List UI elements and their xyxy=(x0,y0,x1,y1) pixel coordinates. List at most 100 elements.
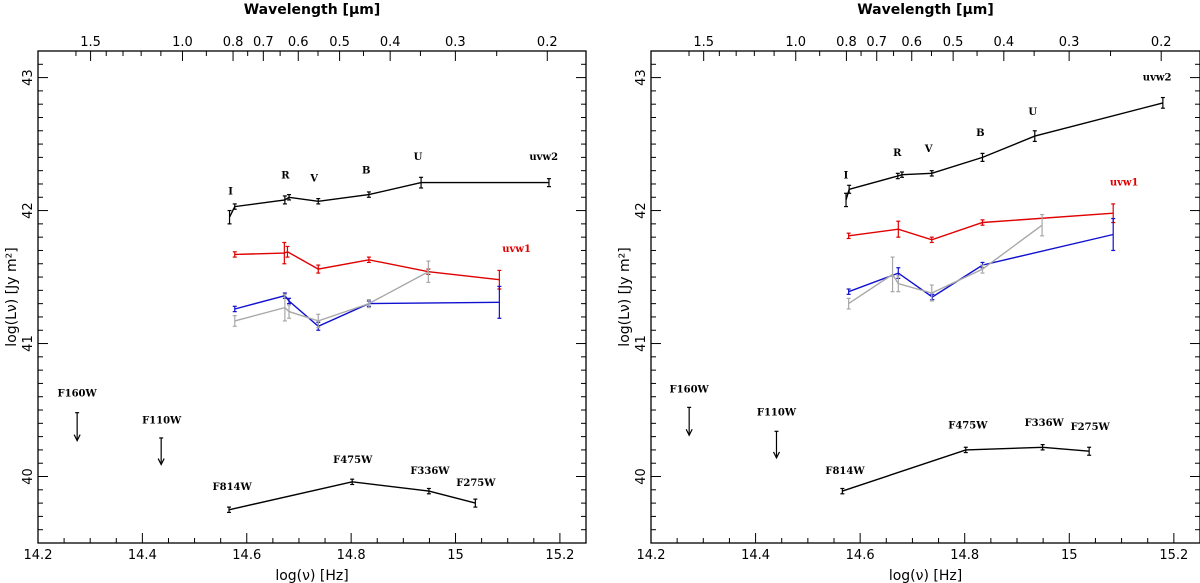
error-bar xyxy=(846,288,851,295)
upper-limit-arrow xyxy=(157,437,165,466)
band-label: V xyxy=(924,144,933,155)
top-tick-label: 0.6 xyxy=(901,35,922,50)
x-tick-label: 14.4 xyxy=(741,548,770,563)
band-label: I xyxy=(228,187,233,198)
top-tick-label: 0.7 xyxy=(866,35,887,50)
top-tick-label: 0.7 xyxy=(253,35,274,50)
x-tick-label: 14.2 xyxy=(24,548,53,563)
arrow-head xyxy=(157,458,165,466)
plot-frame xyxy=(37,50,587,544)
y-tick-label: 42 xyxy=(634,202,649,219)
top-tick-label: 1.0 xyxy=(785,35,806,50)
series-line xyxy=(845,102,1164,201)
band-label: F336W xyxy=(1025,418,1065,429)
series-line xyxy=(842,446,1090,492)
error-bar xyxy=(232,203,237,210)
error-bar xyxy=(846,232,851,240)
top-tick-label: 0.4 xyxy=(993,35,1014,50)
band-label: U xyxy=(414,152,423,163)
upper-limit-arrow xyxy=(685,406,693,437)
error-bar xyxy=(1040,444,1045,451)
top-tick-label: 1.5 xyxy=(80,35,101,50)
error-bar xyxy=(840,487,845,495)
series-line xyxy=(234,294,500,328)
y-axis-title: log(Lν) [Jy m²] xyxy=(617,247,633,346)
error-bar xyxy=(980,219,985,226)
arrow-head xyxy=(772,451,781,460)
top-tick-label: 1.5 xyxy=(693,35,714,50)
x-tick-label: 15.2 xyxy=(545,548,574,563)
top-axis-title: Wavelength [μm] xyxy=(244,2,381,18)
band-label: F814W xyxy=(825,466,865,477)
arrow-head xyxy=(685,429,693,437)
x-tick-label: 14.2 xyxy=(637,548,666,563)
band-label: U xyxy=(1028,107,1037,118)
y-tick-label: 42 xyxy=(21,202,36,219)
error-bar xyxy=(282,293,287,322)
top-tick-label: 1.0 xyxy=(172,35,193,50)
error-bar xyxy=(232,315,237,327)
band-label: uvw1 xyxy=(1110,177,1139,188)
top-tick-label: 0.4 xyxy=(380,35,401,50)
band-label: I xyxy=(844,171,849,182)
error-bar xyxy=(366,256,371,264)
band-label: F814W xyxy=(213,482,253,493)
error-bar xyxy=(232,305,237,313)
band-label: uvw2 xyxy=(1143,72,1172,83)
band-label: B xyxy=(362,165,370,176)
error-bar xyxy=(895,172,900,180)
x-axis-title: log(ν) [Hz] xyxy=(275,568,348,583)
error-bar xyxy=(227,506,232,514)
error-bar xyxy=(980,264,985,274)
band-label: F160W xyxy=(670,385,710,396)
x-tick-label: 14.6 xyxy=(846,548,875,563)
top-tick-label: 0.8 xyxy=(223,35,244,50)
error-bar xyxy=(1160,96,1165,109)
y-tick-label: 43 xyxy=(634,69,649,86)
error-bar xyxy=(285,245,290,258)
error-bar xyxy=(366,299,371,309)
error-bar xyxy=(896,275,901,293)
series-line xyxy=(228,181,549,218)
band-label: R xyxy=(281,171,290,182)
error-bar xyxy=(287,194,292,201)
arrow-head xyxy=(73,434,81,442)
error-bar xyxy=(896,220,901,238)
error-bar xyxy=(497,285,502,319)
band-label: F275W xyxy=(1071,422,1111,433)
error-bar xyxy=(846,297,851,310)
error-bar xyxy=(1087,446,1092,456)
x-tick-label: 15 xyxy=(447,548,464,563)
error-bar xyxy=(316,264,321,274)
error-bar xyxy=(847,184,852,194)
series-line xyxy=(234,251,500,281)
band-label: F336W xyxy=(410,466,450,477)
top-tick-label: 0.2 xyxy=(537,35,558,50)
error-bar xyxy=(287,297,292,305)
band-label: F160W xyxy=(58,389,98,400)
error-bar xyxy=(232,251,237,258)
band-label: F275W xyxy=(456,478,496,489)
error-bar xyxy=(890,256,895,293)
band-label: uvw1 xyxy=(502,244,531,255)
y-axis-title: log(Lν) [Jy m²] xyxy=(4,247,20,346)
y-tick-label: 41 xyxy=(634,335,649,352)
band-label: V xyxy=(309,173,318,184)
error-bar xyxy=(227,209,232,225)
error-bar xyxy=(546,178,551,188)
error-bar xyxy=(929,236,934,244)
plot-frame xyxy=(650,50,1200,544)
error-bar xyxy=(929,284,934,302)
series-line xyxy=(234,271,429,322)
error-bar xyxy=(1032,130,1037,143)
top-tick-label: 0.5 xyxy=(943,35,964,50)
top-axis-title: Wavelength [μm] xyxy=(857,2,994,18)
y-tick-label: 40 xyxy=(634,468,649,485)
error-bar xyxy=(929,170,934,177)
top-tick-label: 0.2 xyxy=(1151,35,1172,50)
x-axis-title: log(ν) [Hz] xyxy=(889,568,962,583)
series-line xyxy=(848,224,1043,305)
error-bar xyxy=(316,313,321,329)
upper-limit-arrow xyxy=(772,430,781,460)
